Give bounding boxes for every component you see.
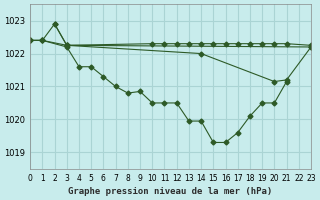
X-axis label: Graphe pression niveau de la mer (hPa): Graphe pression niveau de la mer (hPa)	[68, 187, 273, 196]
